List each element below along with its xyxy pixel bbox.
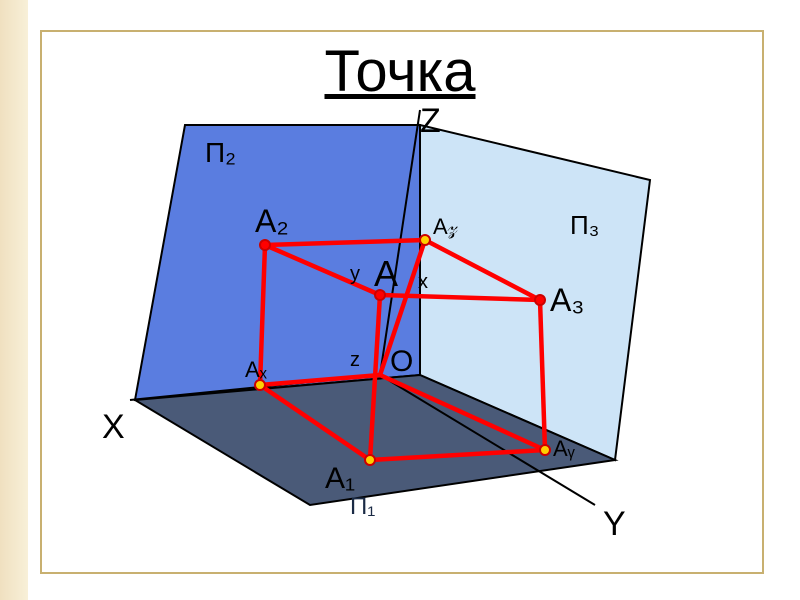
- label-z-lc: z: [350, 349, 360, 372]
- label-P1: П₁: [350, 493, 375, 521]
- label-P2: П₂: [205, 137, 236, 169]
- label-A1: А₁: [325, 462, 355, 496]
- label-A2: А₂: [255, 203, 289, 240]
- label-y-lc: y: [350, 263, 360, 286]
- label-P3: П₃: [570, 210, 599, 241]
- label-A3: А₃: [550, 282, 584, 319]
- label-X: X: [102, 408, 125, 447]
- label-Ax: Аₓ: [245, 357, 267, 383]
- label-O: О: [390, 345, 413, 379]
- label-Ay: Аᵧ: [553, 436, 575, 462]
- label-Y: Y: [603, 505, 626, 544]
- label-A: А: [374, 253, 398, 295]
- projection-diagram: [40, 30, 760, 570]
- label-Az: А𝓏: [433, 214, 458, 240]
- label-Z: Z: [420, 102, 441, 141]
- label-x-lc: x: [418, 271, 428, 294]
